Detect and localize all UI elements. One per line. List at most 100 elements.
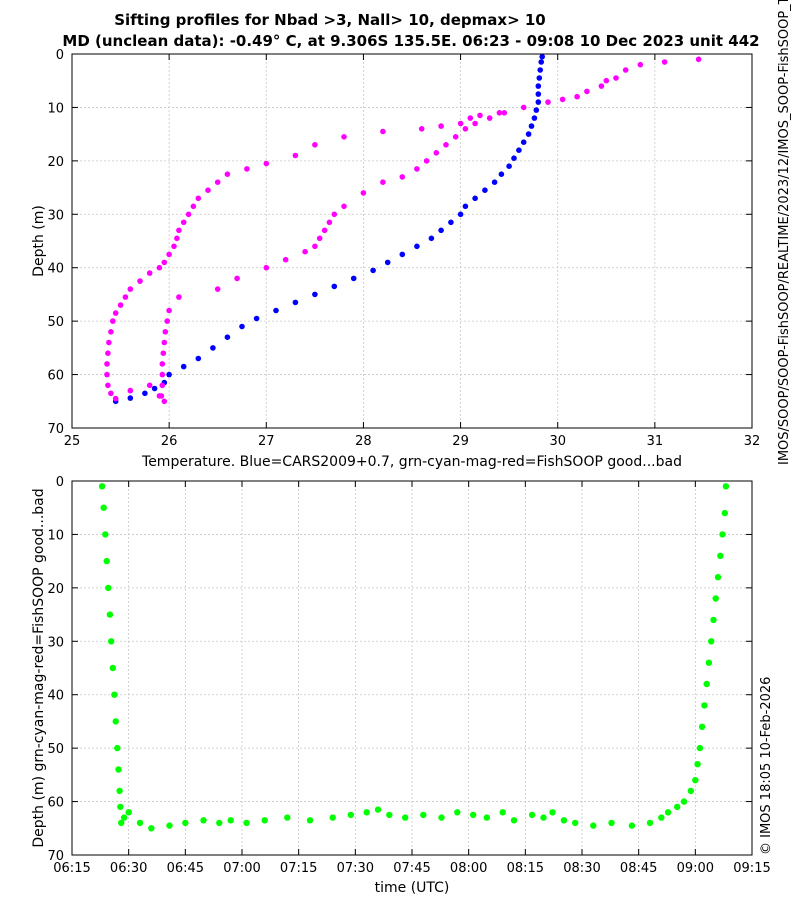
data-point [674,803,681,811]
y-tick-label: 20 [47,155,64,170]
data-point [538,59,544,65]
side-credit: © IMOS 18:05 10-Feb-2026 [759,677,774,855]
data-point [312,142,318,148]
data-point [516,147,522,153]
data-point [244,166,250,172]
x-tick-label: 08:15 [507,861,544,876]
data-point [159,371,166,378]
data-point [114,744,121,752]
data-point [106,611,114,618]
data-point [190,203,197,210]
data-point [161,339,168,346]
data-point [142,390,148,397]
data-point [520,139,527,145]
data-point [701,702,708,709]
data-point [331,211,338,218]
bottom-ticks: 06:15 06:30 06:45 07:00 07:15 07:30 07:45 08:00… [47,475,770,876]
data-point [710,616,717,624]
data-point [467,115,474,121]
data-point [227,817,234,824]
data-point [102,531,109,538]
x-tick-label: 06:45 [167,861,204,876]
data-point [341,203,347,210]
data-point [341,134,347,140]
data-point [603,77,610,84]
data-point [171,243,177,250]
data-point [420,811,427,819]
data-point [692,777,699,784]
time-depth-panel: 06:15 06:30 06:45 07:00 07:15 07:30 07:45 08:00… [31,475,771,896]
y-tick-label: 70 [47,849,64,864]
data-point [380,128,386,135]
data-point [115,766,122,773]
data-point [158,393,165,399]
data-point [350,275,357,282]
data-point [637,61,644,68]
data-point [520,104,527,111]
data-point [109,664,117,672]
data-point [498,171,505,177]
data-point [698,723,706,730]
data-point [243,819,250,827]
data-point [312,291,318,298]
data-point [127,395,134,401]
data-point [598,83,605,89]
data-point [482,187,488,193]
x-tick-label: 07:45 [393,861,430,876]
data-point [448,219,454,226]
data-point [176,294,182,300]
y-tick-label: 70 [47,422,64,437]
data-point [214,179,221,185]
x-tick-label: 09:15 [733,861,770,876]
data-point [535,99,542,105]
data-point [483,814,490,821]
data-point [539,53,545,60]
data-point [282,256,289,263]
data-point [261,817,268,824]
x-tick-label: 08:45 [620,861,657,876]
data-point [127,286,134,292]
x-tick-label: 29 [452,434,469,449]
data-point [384,259,391,266]
data-point [528,811,536,819]
x-tick-label: 07:30 [337,861,374,876]
data-point [438,227,444,234]
x-tick-label: 08:00 [450,861,487,876]
data-point [166,822,173,829]
data-point [146,382,153,389]
data-point [205,187,211,193]
data-point [472,120,478,127]
y-tick-label: 50 [47,315,64,330]
data-point [166,251,172,258]
data-point [98,483,106,490]
y-tick-label: 0 [56,475,64,490]
top-plot-area [72,54,752,428]
data-point [454,809,461,816]
data-point [470,811,477,819]
bottom-plot-area [72,481,752,855]
data-point [273,307,279,314]
data-point [462,203,469,210]
data-point [703,680,710,688]
data-point [263,264,270,271]
data-point [540,814,547,821]
data-point [438,123,444,129]
bottom-x-axis-label: time (UTC) [375,880,450,896]
data-point [329,814,336,821]
data-point [185,211,192,218]
data-point [108,638,115,645]
x-tick-label: 31 [647,434,664,449]
data-point [719,531,726,538]
data-point [418,126,425,132]
data-point [182,819,189,827]
data-point [717,552,724,559]
data-point [166,307,172,314]
data-point [176,227,182,234]
data-point [347,811,354,819]
data-point [380,179,386,185]
data-point [658,814,665,821]
data-point [722,483,730,490]
data-point [112,310,119,316]
data-point [284,814,291,821]
